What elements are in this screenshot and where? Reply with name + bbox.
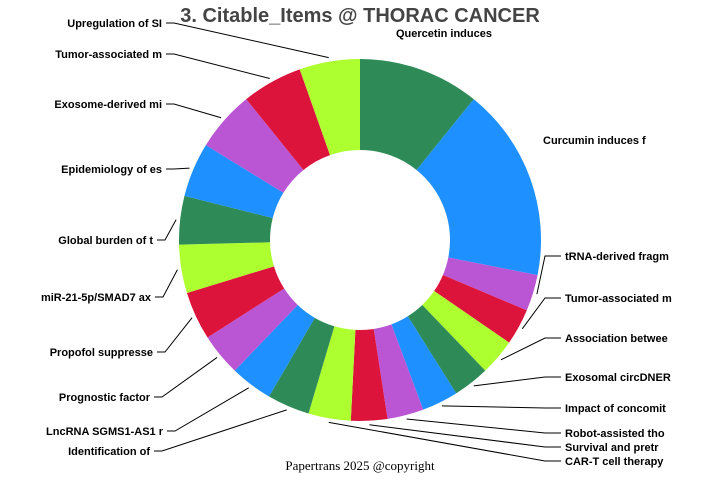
leader-line-8 xyxy=(369,424,561,448)
leader-line-15 xyxy=(157,219,177,241)
leader-line-5 xyxy=(473,376,561,387)
slice-label-1: Curcumin induces f xyxy=(543,135,646,147)
slice-label-3: Tumor-associated m xyxy=(565,293,672,305)
leader-line-2 xyxy=(536,255,561,295)
slice-14 xyxy=(179,242,274,294)
slice-3 xyxy=(434,274,527,343)
slice-label-15: Global burden of t xyxy=(58,235,153,247)
slice-5 xyxy=(407,304,486,394)
leader-line-17 xyxy=(166,103,222,119)
slice-label-2: tRNA-derived fragm xyxy=(565,251,669,263)
leader-line-3 xyxy=(521,297,561,330)
leader-line-12 xyxy=(154,357,218,398)
slice-label-0: Quercetin induces xyxy=(396,28,492,40)
leader-line-18 xyxy=(166,53,270,79)
slice-label-18: Tumor-associated m xyxy=(55,49,162,61)
leader-line-10 xyxy=(154,409,287,452)
slice-11 xyxy=(234,304,315,397)
slice-label-6: Impact of concomit xyxy=(565,403,666,415)
slice-17 xyxy=(205,99,304,193)
slice-label-14: miR-21-5p/SMAD7 ax xyxy=(41,292,152,304)
slice-18 xyxy=(246,69,331,170)
slice-label-11: LncRNA SGMS1-AS1 r xyxy=(46,426,164,438)
slice-9 xyxy=(308,326,356,421)
slices-layer xyxy=(178,59,541,421)
slice-6 xyxy=(391,316,457,410)
slice-label-8: Survival and pretr xyxy=(565,442,659,454)
slice-label-12: Prognostic factor xyxy=(59,392,151,404)
slice-19 xyxy=(299,59,360,156)
copyright-footer: Papertrans 2025 @copyright xyxy=(285,458,435,473)
leader-line-16 xyxy=(166,167,190,170)
slice-1 xyxy=(416,99,541,276)
labels-layer: Quercetin induces Curcumin induces f tRNA-… xyxy=(41,18,672,468)
slice-16 xyxy=(184,145,284,219)
slice-12 xyxy=(207,288,298,371)
slice-7 xyxy=(373,324,424,419)
leader-line-4 xyxy=(500,337,561,361)
leader-lines-layer xyxy=(154,22,561,462)
slice-13 xyxy=(186,266,285,338)
slice-label-19: Upregulation of SI xyxy=(67,18,162,30)
leader-line-7 xyxy=(406,418,561,434)
slice-10 xyxy=(269,317,335,414)
slice-15 xyxy=(178,195,273,245)
slice-label-9: CAR-T cell therapy xyxy=(565,456,664,468)
chart-title: 3. Citable_Items @ THORAC CANCER xyxy=(180,5,540,27)
slice-label-10: Identification of xyxy=(68,446,150,458)
slice-0 xyxy=(360,59,474,170)
slice-8 xyxy=(350,328,388,421)
leader-line-11 xyxy=(167,387,249,432)
slice-2 xyxy=(442,257,538,311)
slice-label-17: Exosome-derived mi xyxy=(54,99,162,111)
leader-line-13 xyxy=(157,317,193,353)
slice-label-5: Exosomal circDNER xyxy=(565,372,671,384)
slice-label-13: Propofol suppresse xyxy=(50,347,153,359)
leader-line-6 xyxy=(441,405,561,409)
leader-line-19 xyxy=(166,22,329,59)
leader-line-14 xyxy=(155,269,178,298)
slice-label-7: Robot-assisted tho xyxy=(565,428,665,440)
slice-label-4: Association betwee xyxy=(565,333,668,345)
leader-line-9 xyxy=(328,421,561,462)
slice-4 xyxy=(422,291,510,371)
slice-label-16: Epidemiology of es xyxy=(61,164,162,176)
